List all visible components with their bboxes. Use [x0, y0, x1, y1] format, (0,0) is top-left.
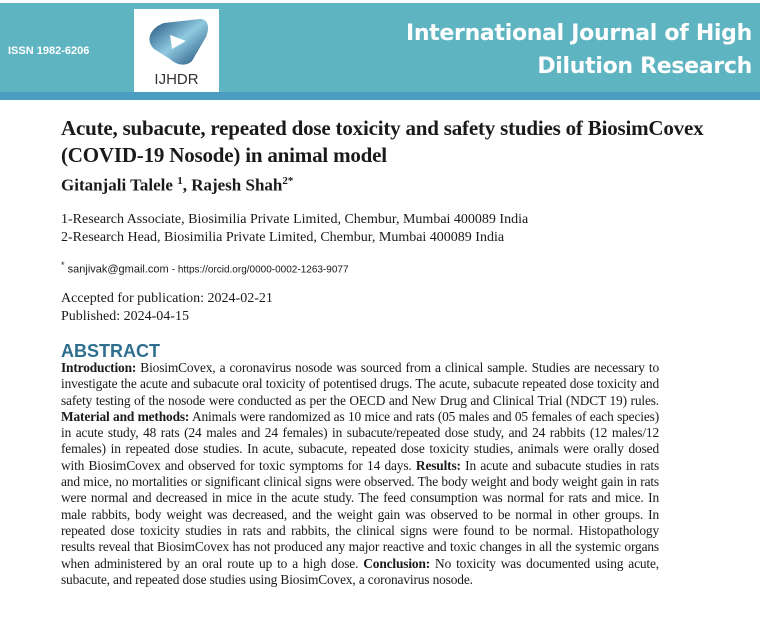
published-date: Published: 2024-04-15 [61, 309, 189, 324]
article-title: Acute, subacute, repeated dose toxicity … [61, 116, 704, 167]
section-text: In acute and subacute studies in rats an… [61, 457, 660, 571]
section-label: Material and methods: [61, 408, 190, 424]
abstract-heading: ABSTRACT [61, 341, 160, 361]
logo-ribbon-icon [149, 19, 208, 65]
accepted-date: Accepted for publication: 2024-02-21 [61, 291, 273, 306]
authors: Gitanjali Talele 1, Rajesh Shah2* [61, 175, 294, 195]
publication-dates: Accepted for publication: 2024-02-21 Pub… [61, 290, 273, 326]
section-text: Animals were randomized as 10 mice and r… [61, 408, 659, 473]
journal-logo: IJHDR [134, 9, 219, 95]
author-name: Gitanjali Talele [61, 175, 173, 195]
affiliation: 2-Research Head, Biosimilia Private Limi… [61, 230, 505, 245]
section-label: Conclusion: [363, 555, 431, 571]
section-label: Results: [415, 457, 461, 473]
orcid-link[interactable]: - https://orcid.org/0000-0002-1263-9077 [171, 264, 349, 276]
author-affiliation-mark: 1 [177, 175, 183, 187]
issn: ISSN 1982-6206 [8, 45, 90, 57]
journal-header: ISSN 1982-6206 IJHDR International Journ… [0, 3, 760, 95]
journal-name: International Journal of High Dilution R… [406, 17, 752, 83]
section-text: BiosimCovex, a coronavirus nosode was so… [61, 360, 659, 408]
journal-name-line: International Journal of High [405, 21, 752, 46]
header-divider [0, 92, 760, 100]
logo-text: IJHDR [154, 71, 199, 88]
author-name: Rajesh Shah [191, 175, 283, 195]
journal-name-line: Dilution Research [537, 54, 752, 79]
affiliation: 1-Research Associate, Biosimilia Private… [61, 212, 529, 227]
contact-line: * sanjivak@gmail.com - https://orcid.org… [61, 260, 349, 276]
affiliations: 1-Research Associate, Biosimilia Private… [61, 211, 528, 247]
email-link[interactable]: sanjivak@gmail.com [67, 263, 169, 276]
section-label: Introduction: [61, 360, 137, 375]
author-affiliation-mark: 2* [282, 175, 294, 187]
corresponding-mark: * [61, 260, 65, 270]
abstract-body: Introduction: BiosimCovex, a coronavirus… [61, 360, 659, 588]
section-text: No toxicity was documented using acute, … [61, 555, 659, 587]
